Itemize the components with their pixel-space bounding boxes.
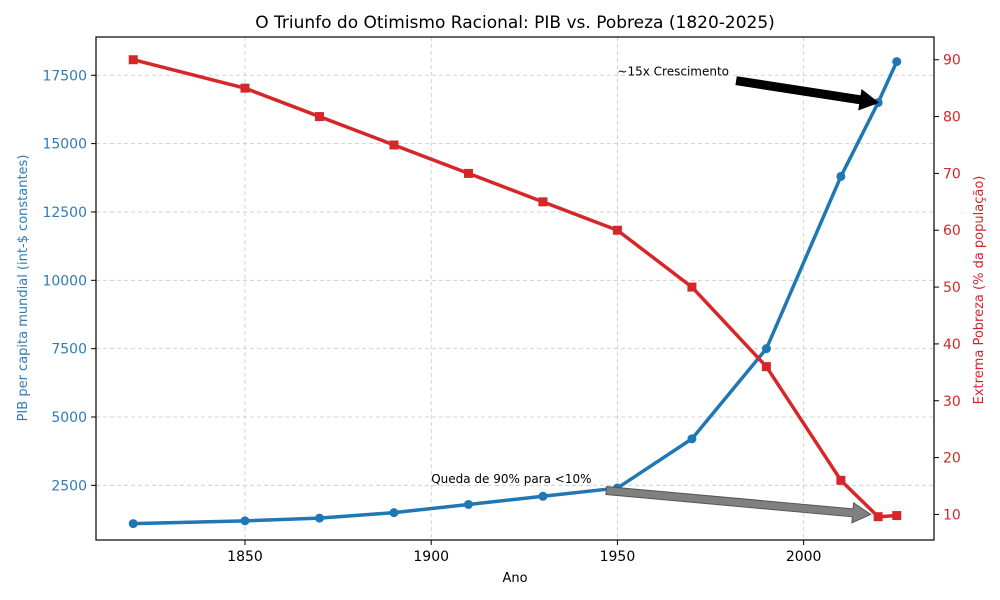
y-tick-label-left: 7500 — [51, 342, 87, 358]
data-point-poverty — [314, 112, 324, 122]
annotation-poverty-drop: Queda de 90% para <10% — [431, 472, 591, 486]
y-tick-label-right: 90 — [943, 53, 961, 69]
series-line-left — [133, 60, 899, 526]
y-tick-label-left: 12500 — [42, 205, 87, 221]
data-point-poverty — [761, 362, 771, 372]
data-point-gdp — [538, 491, 548, 501]
x-tick-label: 2000 — [786, 549, 822, 565]
grid — [96, 37, 934, 540]
data-point-poverty — [240, 83, 250, 93]
data-point-poverty — [128, 55, 138, 65]
data-point-poverty — [612, 225, 622, 235]
growth-arrow — [735, 76, 880, 111]
data-point-gdp — [836, 171, 846, 181]
y-tick-label-right: 10 — [943, 507, 961, 523]
y-axis-label-right: Extrema Pobreza (% da população) — [972, 176, 987, 405]
data-point-poverty — [892, 511, 902, 521]
data-point-poverty — [538, 197, 548, 207]
y-tick-label-left: 15000 — [42, 137, 87, 153]
y-tick-label-left: 2500 — [51, 478, 87, 494]
y-tick-label-right: 30 — [943, 394, 961, 410]
data-point-poverty — [687, 282, 697, 292]
series-line-right — [132, 58, 897, 519]
y-tick-label-right: 60 — [943, 223, 961, 239]
data-point-gdp — [687, 434, 697, 444]
y-tick-label-left: 17500 — [42, 68, 87, 84]
annotation-growth: ~15x Crescimento — [617, 64, 729, 78]
data-point-poverty — [463, 168, 473, 178]
y-tick-label-left: 5000 — [51, 410, 87, 426]
poverty-drop-arrow — [605, 486, 872, 524]
data-point-poverty — [389, 140, 399, 150]
y-tick-label-right: 50 — [943, 280, 961, 296]
data-point-gdp — [240, 516, 250, 526]
data-point-poverty — [873, 512, 883, 522]
y-tick-label-right: 20 — [943, 451, 961, 467]
chart-title: O Triunfo do Otimismo Racional: PIB vs. … — [255, 13, 775, 33]
plot-frame — [95, 36, 935, 541]
data-point-gdp — [389, 508, 399, 518]
data-point-gdp — [128, 519, 138, 529]
data-point-gdp — [463, 499, 473, 509]
ticks-layer: 1850 1900 1950 2000 2500 5000 7500 10000 12500 15… — [42, 53, 960, 565]
x-axis-label: Ano — [502, 571, 527, 586]
data-point-gdp — [314, 513, 324, 523]
y-tick-label-right: 40 — [943, 337, 961, 353]
y-tick-label-right: 70 — [943, 166, 961, 182]
data-point-poverty — [836, 475, 846, 485]
y-axis-label-left: PIB per capita mundial (int-$ constantes… — [16, 155, 31, 422]
annotations-layer: ~15x Crescimento Queda de 90% para <10% — [431, 64, 880, 524]
data-point-gdp — [761, 344, 771, 354]
x-tick-label: 1900 — [413, 549, 449, 565]
y-tick-label-right: 80 — [943, 110, 961, 126]
x-tick-label: 1850 — [227, 549, 263, 565]
y-tick-label-left: 10000 — [42, 273, 87, 289]
x-tick-label: 1950 — [600, 549, 636, 565]
data-point-gdp — [892, 57, 902, 67]
